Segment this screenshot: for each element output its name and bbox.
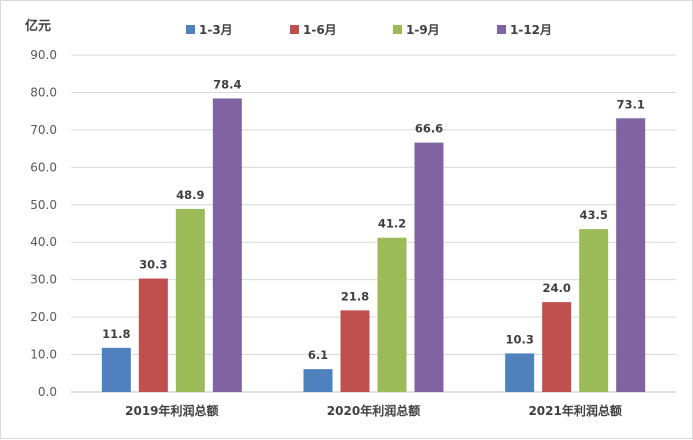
y-tick-label: 30.0 [30,273,57,287]
y-tick-label: 10.0 [30,348,57,362]
y-tick-label: 60.0 [30,160,57,174]
data-label: 30.3 [139,258,167,272]
bar-1-9月-2021年利润总额 [579,229,609,392]
data-label: 21.8 [341,289,369,303]
data-label: 6.1 [308,348,328,362]
bar-1-12月-2021年利润总额 [616,118,646,392]
y-tick-label: 70.0 [30,123,57,137]
y-tick-label: 90.0 [30,48,57,62]
data-label: 10.3 [505,332,533,346]
y-tick-label: 0.0 [38,385,57,399]
legend-label: 1-12月 [510,23,552,37]
y-tick-label: 40.0 [30,235,57,249]
data-label: 43.5 [579,208,607,222]
legend-swatch-1-12月 [497,25,506,34]
y-axis-unit-label: 亿元 [25,18,51,34]
bar-1-12月-2020年利润总额 [414,142,444,392]
bar-1-3月-2019年利润总额 [101,347,131,392]
x-category-label: 2020年利润总额 [327,403,420,418]
legend-label: 1-3月 [199,23,233,37]
data-label: 24.0 [542,281,570,295]
bar-1-9月-2020年利润总额 [377,237,407,392]
bar-1-3月-2021年利润总额 [505,353,535,392]
bar-1-6月-2019年利润总额 [138,278,168,392]
data-label: 78.4 [213,77,241,91]
legend-swatch-1-6月 [290,25,299,34]
legend-swatch-1-3月 [186,25,195,34]
legend-label: 1-6月 [303,23,337,37]
data-label: 11.8 [102,327,130,341]
bar-1-6月-2020年利润总额 [340,310,370,392]
x-category-label: 2019年利润总额 [125,403,218,418]
data-label: 48.9 [176,188,204,202]
y-tick-label: 80.0 [30,85,57,99]
data-label: 73.1 [616,97,644,111]
bar-1-9月-2019年利润总额 [175,208,205,392]
x-category-label: 2021年利润总额 [528,403,621,418]
bar-1-3月-2020年利润总额 [303,369,333,392]
bar-1-12月-2019年利润总额 [212,98,242,393]
legend-label: 1-9月 [406,23,440,37]
bar-1-6月-2021年利润总额 [542,302,572,392]
legend-swatch-1-9月 [393,25,402,34]
y-tick-label: 20.0 [30,310,57,324]
data-label: 66.6 [415,122,443,136]
y-tick-label: 50.0 [30,198,57,212]
data-label: 41.2 [378,217,406,231]
